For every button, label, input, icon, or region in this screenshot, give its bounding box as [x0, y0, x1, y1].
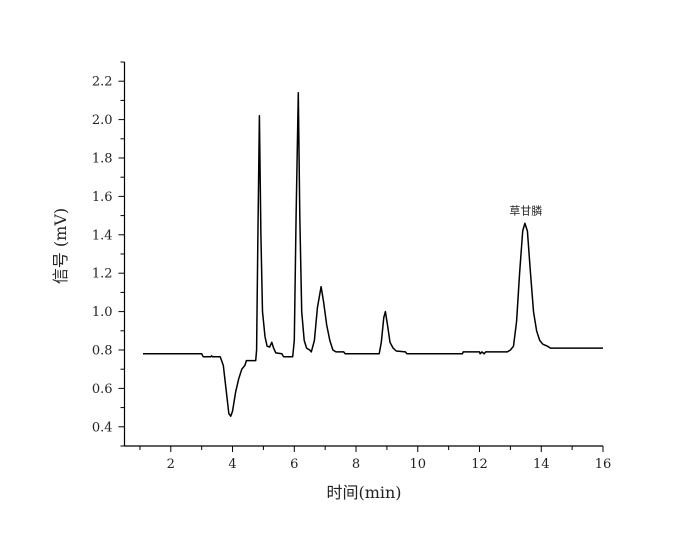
y-tick-label: 1.0 [92, 305, 113, 320]
y-tick-label: 1.4 [92, 228, 113, 243]
y-tick-label: 1.2 [92, 267, 113, 282]
x-tick-label: 14 [533, 457, 550, 472]
x-tick-label: 4 [228, 457, 236, 472]
peak-annotation-glyphosate: 草甘膦 [509, 204, 542, 217]
x-tick-label: 16 [595, 457, 612, 472]
x-tick-label: 12 [471, 457, 488, 472]
y-tick-label: 2.2 [92, 75, 113, 90]
y-tick-label: 0.6 [92, 382, 113, 397]
y-tick-label: 2.0 [92, 113, 113, 128]
y-tick-label: 0.8 [92, 344, 113, 359]
ticks: 2 4 6 8 10 12 14 16 0.4 0.6 0.8 1.0 1.2 1.4 1.6 1.8 2.0 2… [92, 61, 612, 472]
x-tick-label: 10 [410, 457, 427, 472]
y-tick-label: 1.8 [92, 152, 113, 167]
x-tick-label: 2 [167, 457, 175, 472]
y-tick-label: 0.4 [92, 420, 113, 435]
y-axis-title: 信号 (mV) [51, 208, 70, 284]
y-tick-label: 1.6 [92, 190, 113, 205]
signal-trace [143, 91, 603, 417]
x-axis-title: 时间(min) [326, 483, 401, 502]
x-tick-label: 8 [352, 457, 360, 472]
axes [123, 62, 603, 447]
x-tick-label: 6 [290, 457, 298, 472]
